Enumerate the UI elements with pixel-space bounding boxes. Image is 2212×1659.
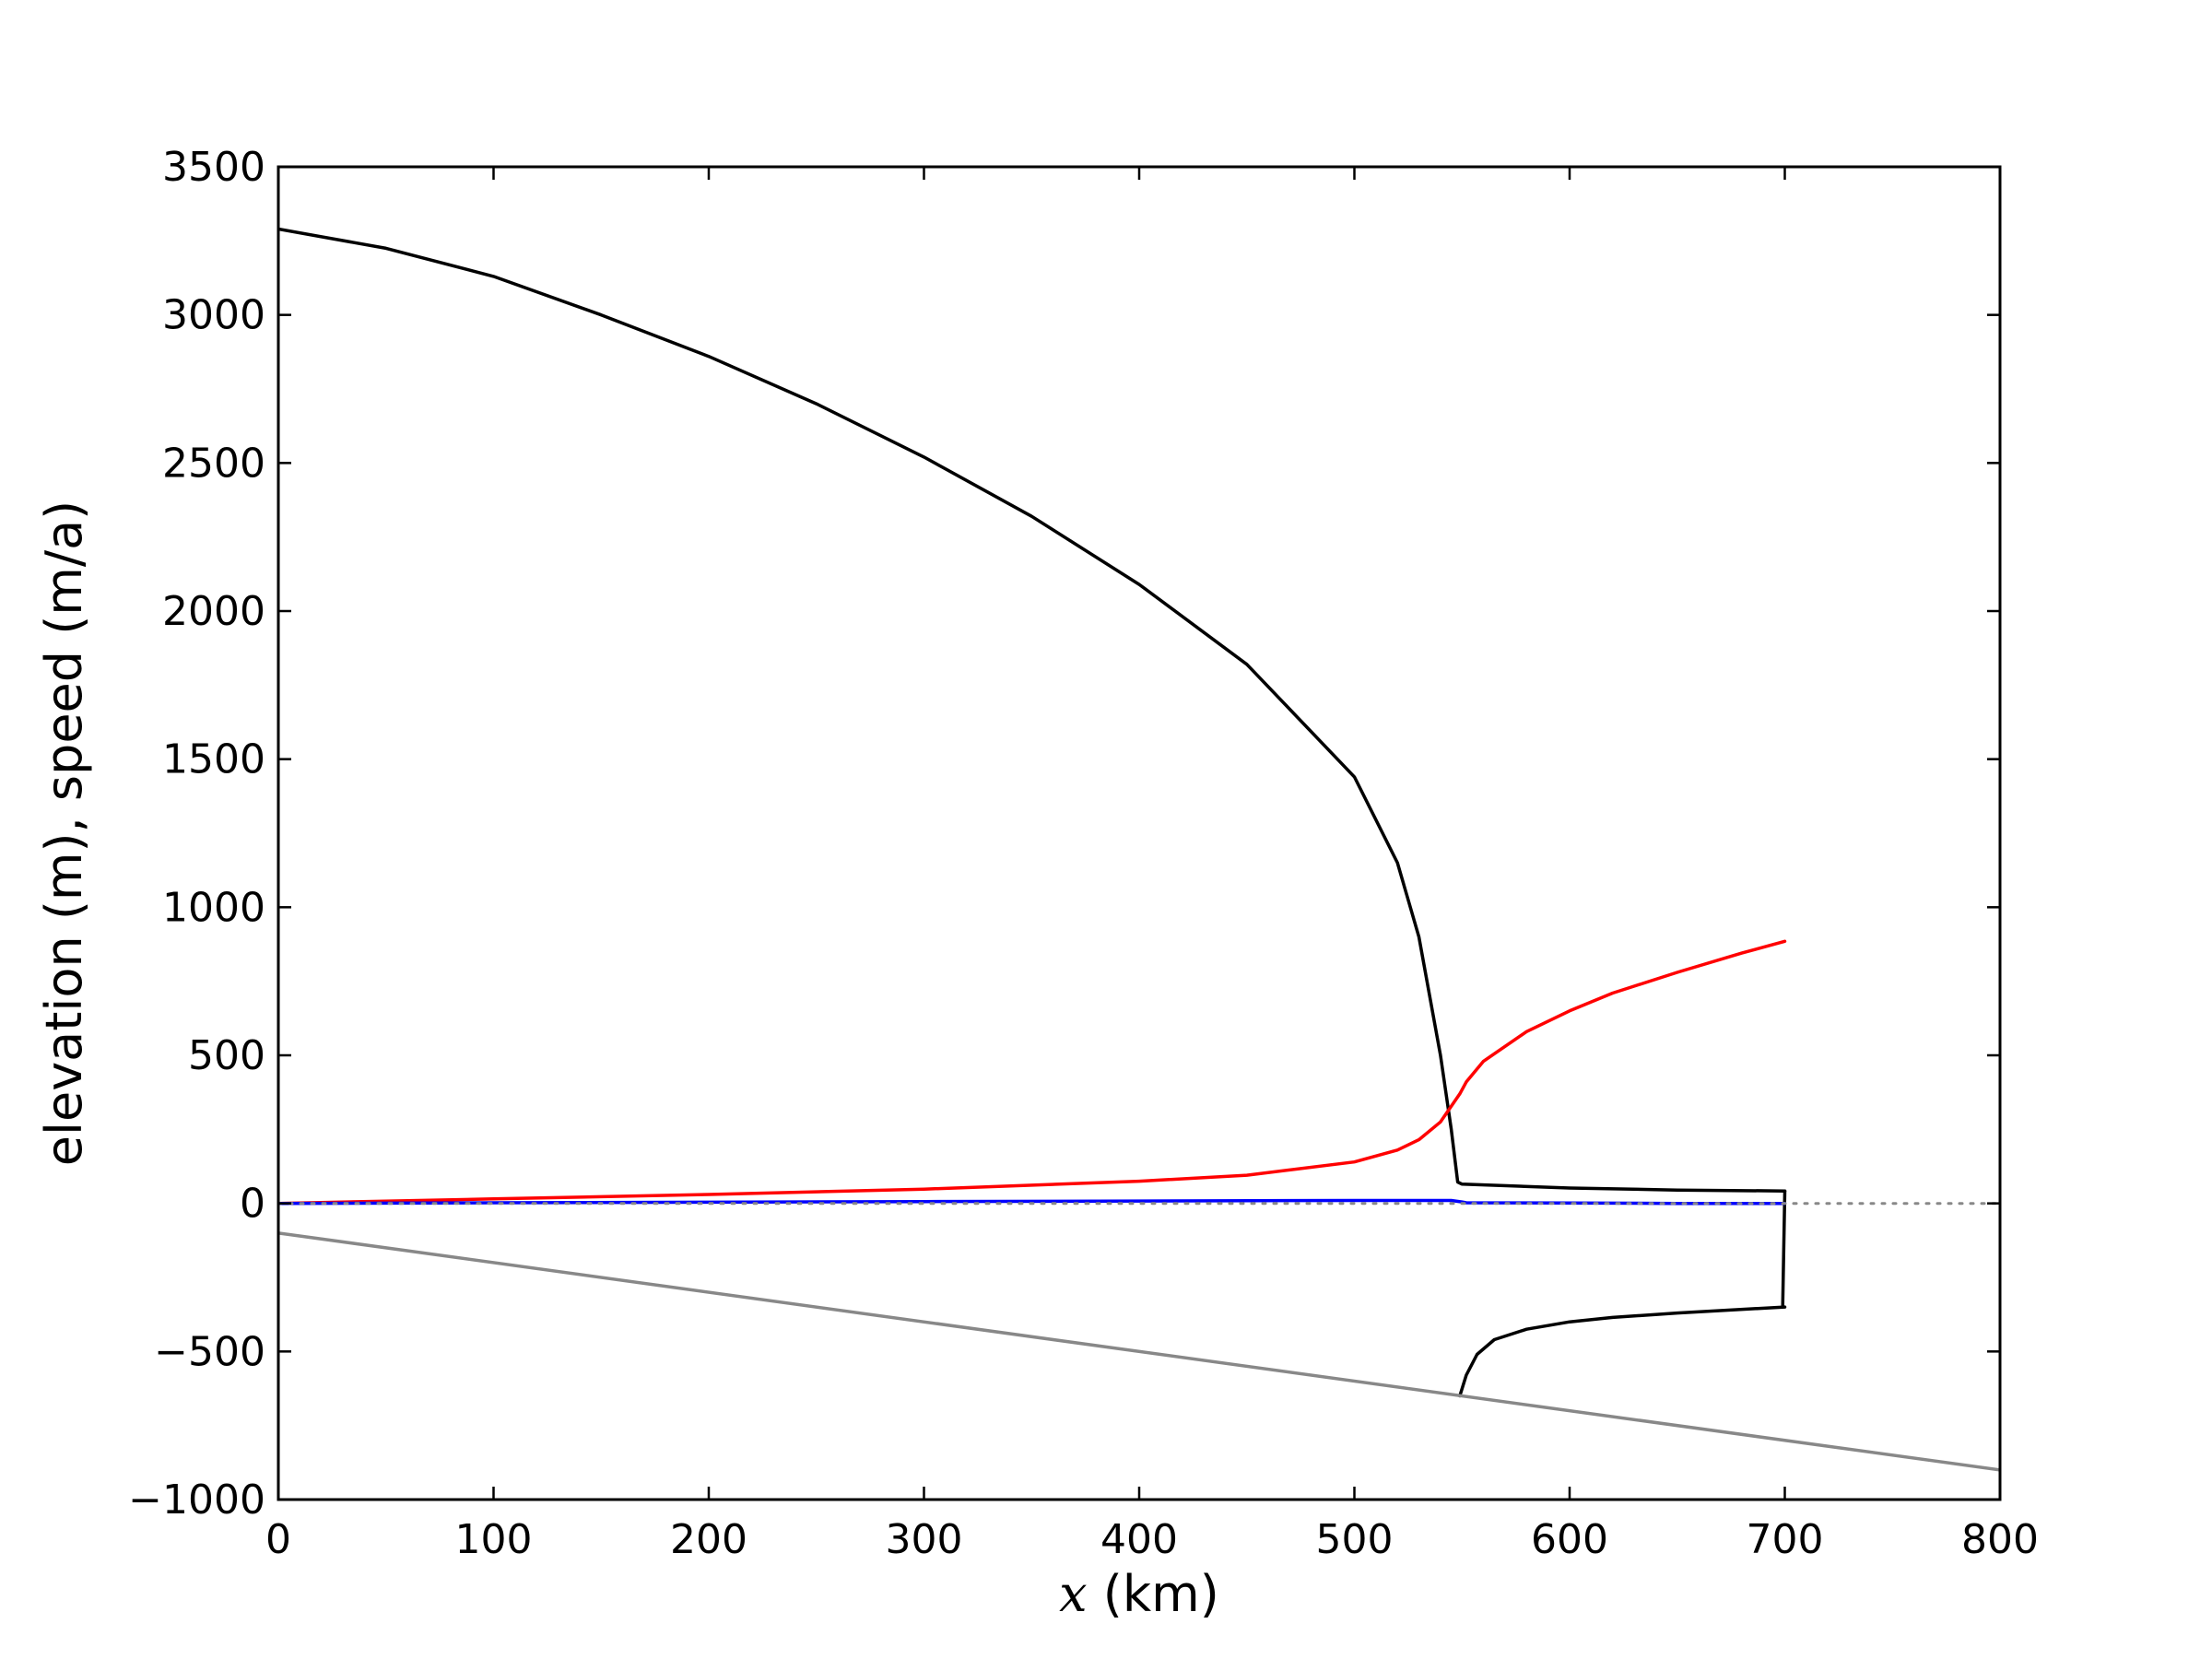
series-line-1: [278, 227, 1787, 1193]
x-tick-label: 500: [1316, 1516, 1394, 1563]
series-line-2: [1458, 1189, 1787, 1398]
y-tick-label: −1000: [128, 1477, 265, 1524]
x-tick-label: 600: [1531, 1516, 1608, 1563]
x-axis-variable: x: [1059, 1565, 1087, 1623]
x-tick-label: 800: [1961, 1516, 2039, 1563]
series-layer: [278, 227, 2000, 1472]
y-tick-label: 3500: [162, 144, 265, 191]
x-tick-label: 100: [455, 1516, 533, 1563]
tick-layer: 0 100 200 300 400 500 600 700 800 −1000 −500 0 500 10…: [128, 144, 2039, 1563]
series-line-4: [278, 1198, 1787, 1206]
x-tick-label: 400: [1100, 1516, 1178, 1563]
series-line-5: [278, 1231, 2000, 1472]
x-tick-label: 0: [265, 1516, 291, 1563]
y-tick-label: −500: [154, 1328, 265, 1375]
y-tick-label: 500: [188, 1032, 265, 1079]
x-axis-label: x (km): [1059, 1565, 1219, 1623]
x-tick-label: 200: [670, 1516, 747, 1563]
series-line-3: [278, 939, 1787, 1206]
y-tick-label: 2000: [162, 588, 265, 635]
y-tick-label: 0: [240, 1181, 265, 1228]
plot-frame: [276, 165, 2002, 1501]
x-tick-label: 300: [886, 1516, 963, 1563]
y-tick-label: 1500: [162, 736, 265, 783]
y-tick-label: 2500: [162, 440, 265, 487]
y-axis-label: elevation (m), speed (m/a): [35, 500, 93, 1167]
y-tick-label: 1000: [162, 884, 265, 931]
x-axis-unit: (km): [1088, 1565, 1219, 1623]
x-tick-label: 700: [1747, 1516, 1824, 1563]
y-tick-label: 3000: [162, 292, 265, 339]
